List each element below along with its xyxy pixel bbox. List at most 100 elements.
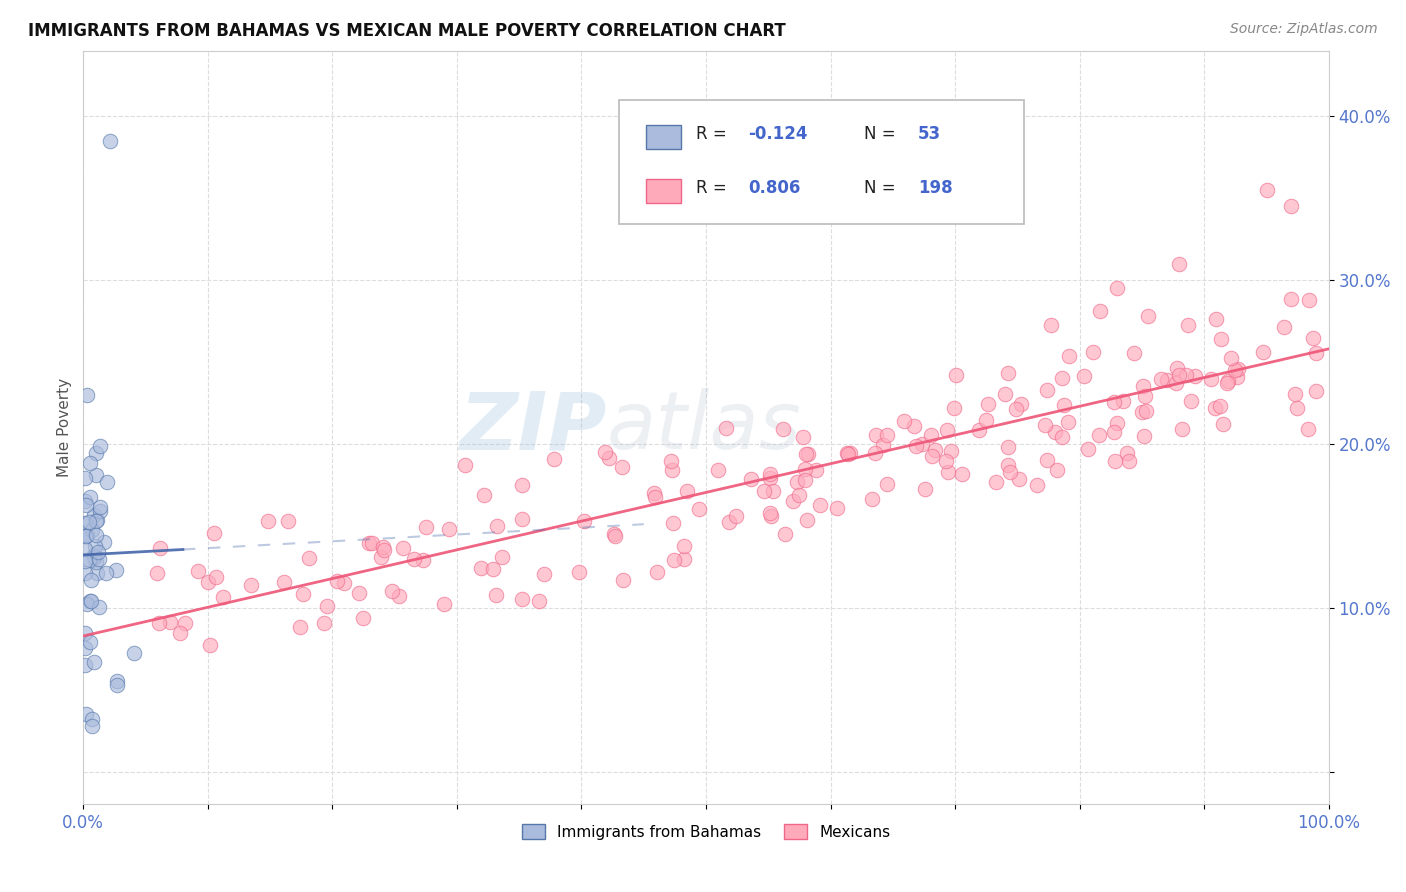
Point [381,583,404,598]
Point [808,498,831,512]
Point [662,516,685,530]
Point [661,463,683,477]
FancyBboxPatch shape [619,100,1024,224]
Text: N =: N = [865,179,901,197]
Point [200,638,222,652]
Point [437,522,460,536]
Point [1305,346,1327,360]
Point [794,461,817,475]
Point [797,446,820,460]
Point [86,467,108,482]
Point [825,500,848,515]
Point [724,508,747,523]
Text: N =: N = [865,125,901,143]
Point [1166,361,1188,376]
Point [1073,368,1095,383]
Point [256,514,278,528]
Point [792,430,814,444]
Point [920,428,942,442]
Point [83,539,105,553]
Point [943,401,966,416]
Point [79,515,101,529]
Point [510,591,533,606]
Point [593,445,616,459]
Point [1033,418,1056,433]
Point [84,527,107,541]
Point [1036,453,1059,467]
Point [205,570,228,584]
Point [87,545,110,559]
Point [1005,401,1028,416]
Point [994,387,1017,401]
Point [75,498,97,512]
Text: Source: ZipAtlas.com: Source: ZipAtlas.com [1230,22,1378,37]
Point [352,611,374,625]
Point [1274,320,1296,334]
Point [82,719,104,733]
Point [936,423,959,437]
Point [86,513,108,527]
Point [1212,417,1234,432]
Point [1035,383,1057,397]
Point [124,646,146,660]
Point [876,428,898,442]
Point [105,674,128,689]
Point [1298,293,1320,307]
Point [512,512,534,526]
Point [1053,398,1076,412]
Point [645,566,668,580]
Point [83,549,105,564]
Point [291,587,314,601]
Point [1130,405,1153,419]
Point [80,712,103,726]
Point [73,640,96,655]
Point [921,449,943,463]
Point [1045,463,1067,477]
Point [1220,351,1243,365]
Point [1008,472,1031,486]
Point [794,473,817,487]
Point [1201,372,1223,386]
Point [1010,396,1032,410]
Point [740,473,762,487]
Point [796,513,818,527]
Point [89,439,111,453]
Point [1180,394,1202,409]
Text: R =: R = [696,179,733,197]
Point [662,553,685,567]
Point [782,494,804,508]
Point [89,552,111,566]
Point [924,442,946,457]
Point [1177,318,1199,333]
Point [197,575,219,590]
Point [1057,349,1080,363]
Point [967,423,990,437]
Point [974,412,997,426]
Point [84,556,107,570]
Point [1216,376,1239,390]
Point [997,458,1019,473]
Point [1209,332,1232,346]
Point [1043,425,1066,439]
Point [1107,417,1129,431]
Point [1156,373,1178,387]
Point [89,500,111,515]
Text: R =: R = [696,125,733,143]
Point [758,467,780,482]
Point [1285,401,1308,415]
Point [1077,442,1099,456]
Point [786,475,808,490]
Point [761,508,783,523]
Point [872,438,894,452]
Point [527,593,550,607]
Point [392,541,415,555]
Point [1168,368,1191,382]
Point [105,678,128,692]
Point [1050,430,1073,444]
Point [98,134,121,148]
Point [643,485,665,500]
Point [759,471,782,485]
Point [212,591,235,605]
Point [572,514,595,528]
Point [673,552,696,566]
